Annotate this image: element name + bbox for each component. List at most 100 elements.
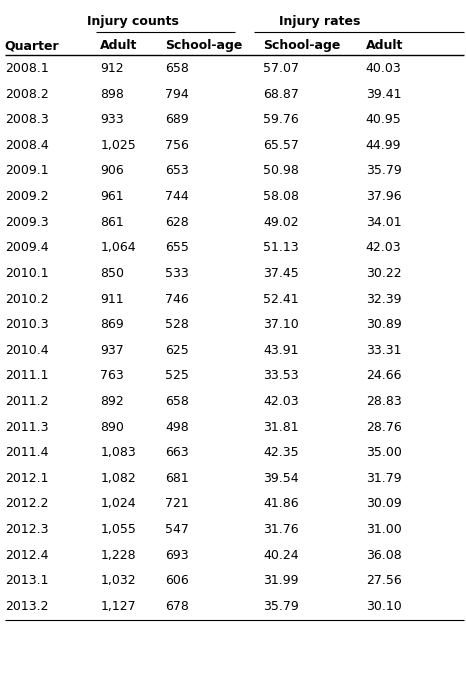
Text: 68.87: 68.87 (263, 88, 299, 100)
Text: 49.02: 49.02 (263, 216, 299, 228)
Text: 2013.1: 2013.1 (5, 574, 48, 587)
Text: 31.99: 31.99 (263, 574, 299, 587)
Text: 892: 892 (100, 395, 124, 408)
Text: 678: 678 (165, 600, 189, 613)
Text: 30.89: 30.89 (366, 318, 402, 331)
Text: 43.91: 43.91 (263, 344, 299, 357)
Text: 40.03: 40.03 (366, 62, 402, 75)
Text: 37.96: 37.96 (366, 190, 401, 203)
Text: 24.66: 24.66 (366, 369, 401, 382)
Text: 2008.3: 2008.3 (5, 113, 48, 126)
Text: 33.31: 33.31 (366, 344, 401, 357)
Text: Injury rates: Injury rates (279, 15, 360, 28)
Text: 2012.4: 2012.4 (5, 549, 48, 561)
Text: 625: 625 (165, 344, 189, 357)
Text: 850: 850 (100, 267, 124, 280)
Text: 2011.2: 2011.2 (5, 395, 48, 408)
Text: 31.00: 31.00 (366, 523, 402, 536)
Text: 35.00: 35.00 (366, 446, 402, 459)
Text: 533: 533 (165, 267, 189, 280)
Text: 628: 628 (165, 216, 189, 228)
Text: 663: 663 (165, 446, 189, 459)
Text: 44.99: 44.99 (366, 139, 401, 152)
Text: 689: 689 (165, 113, 189, 126)
Text: 2010.2: 2010.2 (5, 293, 48, 305)
Text: 2008.4: 2008.4 (5, 139, 48, 152)
Text: 2008.1: 2008.1 (5, 62, 48, 75)
Text: 50.98: 50.98 (263, 164, 299, 177)
Text: 41.86: 41.86 (263, 497, 299, 510)
Text: 30.09: 30.09 (366, 497, 402, 510)
Text: 42.03: 42.03 (263, 395, 299, 408)
Text: 57.07: 57.07 (263, 62, 299, 75)
Text: 869: 869 (100, 318, 124, 331)
Text: Adult: Adult (366, 39, 403, 52)
Text: 42.03: 42.03 (366, 241, 401, 254)
Text: 1,025: 1,025 (100, 139, 136, 152)
Text: 655: 655 (165, 241, 189, 254)
Text: 2010.4: 2010.4 (5, 344, 48, 357)
Text: 746: 746 (165, 293, 189, 305)
Text: 31.76: 31.76 (263, 523, 299, 536)
Text: 51.13: 51.13 (263, 241, 299, 254)
Text: 39.54: 39.54 (263, 472, 299, 485)
Text: 933: 933 (100, 113, 124, 126)
Text: 28.76: 28.76 (366, 421, 402, 433)
Text: 35.79: 35.79 (366, 164, 402, 177)
Text: 961: 961 (100, 190, 124, 203)
Text: 2009.1: 2009.1 (5, 164, 48, 177)
Text: 606: 606 (165, 574, 189, 587)
Text: 42.35: 42.35 (263, 446, 299, 459)
Text: 794: 794 (165, 88, 189, 100)
Text: 36.08: 36.08 (366, 549, 402, 561)
Text: 35.79: 35.79 (263, 600, 299, 613)
Text: 30.22: 30.22 (366, 267, 401, 280)
Text: 28.83: 28.83 (366, 395, 402, 408)
Text: 2010.1: 2010.1 (5, 267, 48, 280)
Text: 32.39: 32.39 (366, 293, 401, 305)
Text: 912: 912 (100, 62, 124, 75)
Text: 2008.2: 2008.2 (5, 88, 48, 100)
Text: 2012.2: 2012.2 (5, 497, 48, 510)
Text: 40.24: 40.24 (263, 549, 299, 561)
Text: School-age: School-age (263, 39, 341, 52)
Text: 2011.1: 2011.1 (5, 369, 48, 382)
Text: School-age: School-age (165, 39, 243, 52)
Text: 937: 937 (100, 344, 124, 357)
Text: 39.41: 39.41 (366, 88, 401, 100)
Text: 2011.4: 2011.4 (5, 446, 48, 459)
Text: 65.57: 65.57 (263, 139, 299, 152)
Text: 721: 721 (165, 497, 189, 510)
Text: 1,024: 1,024 (100, 497, 136, 510)
Text: 58.08: 58.08 (263, 190, 299, 203)
Text: 547: 547 (165, 523, 189, 536)
Text: 1,127: 1,127 (100, 600, 136, 613)
Text: Adult: Adult (100, 39, 137, 52)
Text: 756: 756 (165, 139, 189, 152)
Text: 861: 861 (100, 216, 124, 228)
Text: 27.56: 27.56 (366, 574, 402, 587)
Text: 681: 681 (165, 472, 189, 485)
Text: 37.45: 37.45 (263, 267, 299, 280)
Text: 498: 498 (165, 421, 189, 433)
Text: Injury counts: Injury counts (87, 15, 179, 28)
Text: 31.81: 31.81 (263, 421, 299, 433)
Text: 2009.3: 2009.3 (5, 216, 48, 228)
Text: 1,228: 1,228 (100, 549, 136, 561)
Text: 890: 890 (100, 421, 124, 433)
Text: 2012.1: 2012.1 (5, 472, 48, 485)
Text: 744: 744 (165, 190, 189, 203)
Text: 37.10: 37.10 (263, 318, 299, 331)
Text: 2009.2: 2009.2 (5, 190, 48, 203)
Text: 30.10: 30.10 (366, 600, 402, 613)
Text: 763: 763 (100, 369, 124, 382)
Text: 59.76: 59.76 (263, 113, 299, 126)
Text: 1,032: 1,032 (100, 574, 136, 587)
Text: 653: 653 (165, 164, 189, 177)
Text: 1,064: 1,064 (100, 241, 136, 254)
Text: 1,082: 1,082 (100, 472, 136, 485)
Text: 2009.4: 2009.4 (5, 241, 48, 254)
Text: 1,055: 1,055 (100, 523, 136, 536)
Text: 31.79: 31.79 (366, 472, 401, 485)
Text: 658: 658 (165, 62, 189, 75)
